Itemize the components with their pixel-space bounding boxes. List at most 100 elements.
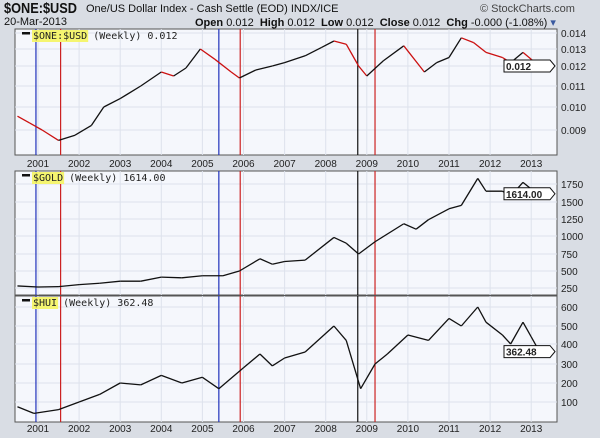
plot-area [14,295,558,423]
ohlc-readout: Open 0.012 High 0.012 Low 0.012 Close 0.… [195,16,556,29]
close-value: 0.012 [412,17,441,29]
low-value: 0.012 [346,17,374,29]
price-line-segment [358,241,376,255]
price-line-segment [448,204,462,210]
price-line-segment [284,259,306,263]
quote-date: 20-Mar-2013 [4,16,67,28]
exchange-text: INDX/ICE [290,3,339,15]
price-line-segment [120,382,141,386]
price-line-segment [485,51,503,59]
legend-label: $ONE:$USD (Weekly) 0.012 [33,31,178,42]
x-tick-label: 2013 [520,424,543,435]
price-line-segment [366,60,384,77]
legend-text: (Weekly) 0.012 [87,31,177,42]
price-line-segment [161,71,174,77]
price-line-segment [271,357,285,367]
y-tick-label: 0.013 [561,45,586,56]
price-line-segment [345,242,360,255]
x-tick-label: 2008 [315,159,338,170]
price-line-segment [403,223,417,230]
legend-label: $GOLD (Weekly) 1614.00 [33,173,165,184]
y-tick-label: 0.009 [561,126,586,137]
x-tick-label: 2006 [232,424,255,435]
price-line-segment [99,280,121,284]
y-tick-label: 0.011 [561,82,586,93]
price-line-segment [333,40,347,45]
price-line-segment [522,321,532,338]
y-tick-label: 1000 [561,232,584,243]
y-tick-label: 0.010 [561,103,586,114]
x-tick-label: 2005 [191,424,214,435]
price-line-segment [33,408,59,415]
price-line-segment [17,285,39,288]
price-line-segment [460,306,479,327]
chart-panel-1: 0.014 0.013 0.012 0.011 0.010 0.009 $ONE:$USD … [14,28,586,170]
price-line-segment [321,40,335,48]
brand-logo[interactable]: © StockCharts.com [480,3,575,15]
legend-swatch [22,299,30,302]
price-line-segment [304,236,335,261]
x-tick-label: 2007 [273,159,296,170]
price-line-segment [448,317,462,327]
legend-label: $HUI (Weekly) 362.48 [33,298,153,309]
x-tick-label: 2004 [150,424,173,435]
x-tick-label: 2001 [27,424,50,435]
last-value-box [503,187,556,201]
legend-symbol: $GOLD [33,173,63,184]
chevron-down-icon[interactable]: ▾ [550,17,556,29]
price-line-segment [58,283,80,288]
price-line-segment [345,43,360,67]
legend-symbol: $ONE:$USD [33,31,87,42]
description-text: One/US Dollar Index - Cash Settle (EOD) [86,3,288,15]
x-tick-label: 2008 [315,424,338,435]
legend-highlight [32,30,89,42]
price-line-segment [230,71,240,79]
price-line-segment [214,58,232,73]
price-line-segment [99,382,121,395]
last-value-label: 362.48 [506,348,537,359]
high-value: 0.012 [287,17,315,29]
x-tick-label: 2009 [356,159,379,170]
open-value: 0.012 [226,17,254,29]
price-line-segment [423,62,438,73]
high-label: High [259,17,285,29]
x-tick-label: 2002 [68,424,91,435]
y-tick-label: 0.012 [561,62,586,73]
price-line-segment [485,321,503,336]
price-line-segment [243,353,261,369]
price-line-segment [255,65,273,71]
price-line-segment [304,46,322,57]
x-tick-label: 2002 [68,159,91,170]
price-line-segment [477,306,487,323]
price-line-segment [427,317,450,341]
price-line-segment [415,219,429,230]
last-value-box [503,345,556,359]
price-line-segment [428,208,450,221]
symbol-title: $ONE:$USD [4,0,77,17]
y-tick-label: 200 [561,379,578,390]
x-tick-label: 2006 [232,159,255,170]
price-line-segment [304,325,335,353]
last-value-label: 0.012 [506,62,531,73]
price-line-segment [140,374,162,386]
legend-swatch [22,174,30,177]
last-value-label: 1614.00 [506,190,543,201]
plot-area [14,170,558,296]
x-tick-label: 2011 [438,424,460,435]
price-line-segment [473,42,487,53]
legend-text: (Weekly) 1614.00 [63,173,165,184]
price-line-segment [161,276,182,279]
price-line-segment [90,106,105,126]
price-line-segment [173,67,187,77]
y-tick-label: 1250 [561,215,584,226]
price-line-segment [448,37,462,58]
price-line-segment [333,325,347,341]
legend-highlight [32,297,59,309]
price-line-segment [218,367,244,390]
x-tick-label: 2007 [273,424,296,435]
chart-panel-3: 600 500 400 300 200 100 $HUI (Weekly) 362.48 36… [14,295,578,435]
y-tick-label: 250 [561,284,578,295]
price-line-segment [436,56,450,64]
